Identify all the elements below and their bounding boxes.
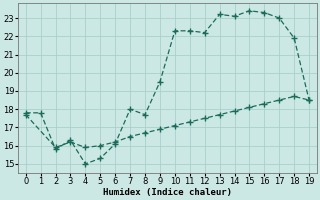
X-axis label: Humidex (Indice chaleur): Humidex (Indice chaleur) bbox=[103, 188, 232, 197]
